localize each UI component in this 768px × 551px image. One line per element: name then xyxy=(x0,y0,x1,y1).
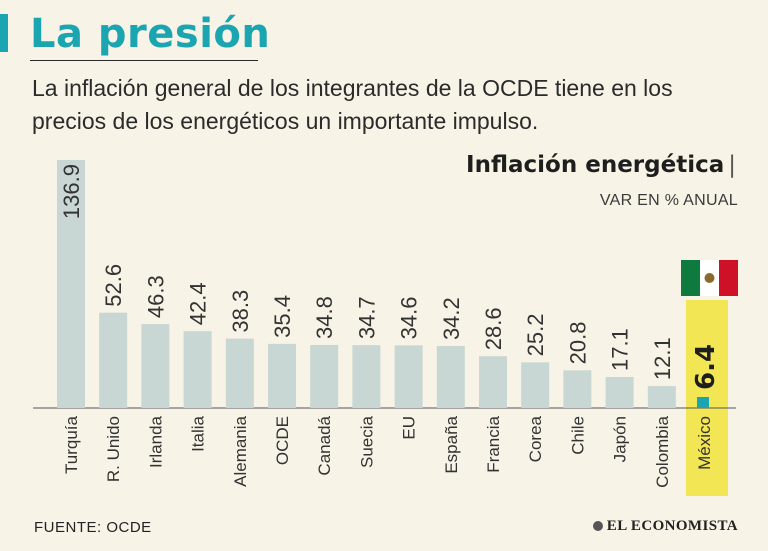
chart-title-separator: | xyxy=(728,152,736,178)
bar-alemania xyxy=(225,338,254,408)
bar-italia xyxy=(183,331,212,408)
value-label-colombia: 12.1 xyxy=(650,337,675,380)
category-label-suecia: Suecia xyxy=(357,415,376,468)
brand-logo: EL ECONOMISTA xyxy=(592,518,738,535)
value-label-turqu-a: 136.9 xyxy=(59,164,84,219)
category-label-eu: EU xyxy=(400,416,419,440)
title-accent-bar xyxy=(0,14,8,52)
category-label-m-xico: México xyxy=(695,416,714,470)
value-label-italia: 42.4 xyxy=(186,282,211,325)
category-label-canad-: Canadá xyxy=(315,415,334,475)
bar-jap-n xyxy=(605,377,634,408)
category-label-ocde: OCDE xyxy=(273,416,292,465)
value-label-canad-: 34.8 xyxy=(312,296,337,339)
bar-irlanda xyxy=(141,324,170,408)
bar-eu xyxy=(394,345,423,408)
value-label-r-unido: 52.6 xyxy=(101,264,126,307)
bar-turqu-a xyxy=(57,160,85,408)
value-label-eu: 34.6 xyxy=(397,296,422,339)
category-label-italia: Italia xyxy=(189,415,208,451)
bar-suecia xyxy=(352,345,381,408)
category-label-jap-n: Japón xyxy=(611,416,630,462)
bar-m-xico xyxy=(697,397,709,408)
source-note: FUENTE: OCDE xyxy=(34,519,152,536)
chart-subtitle: VAR EN % ANUAL xyxy=(599,192,738,209)
bar-ocde xyxy=(268,343,296,408)
title-underline xyxy=(30,60,258,61)
bar-espa-a xyxy=(436,346,465,408)
flag-emblem-icon xyxy=(704,273,715,283)
bar-francia xyxy=(479,356,507,408)
value-label-m-xico: 6.4 xyxy=(691,344,721,390)
value-label-suecia: 34.7 xyxy=(354,296,379,339)
value-label-corea: 25.2 xyxy=(523,314,548,357)
category-label-r-unido: R. Unido xyxy=(104,416,123,482)
chart-title-text: Inflación energética xyxy=(466,152,725,178)
flag-green-stripe xyxy=(681,260,700,296)
value-label-alemania: 38.3 xyxy=(228,290,253,333)
bar-chile xyxy=(563,370,592,408)
brand-name: EL ECONOMISTA xyxy=(606,518,738,534)
category-label-irlanda: Irlanda xyxy=(146,415,165,468)
category-label-colombia: Colombia xyxy=(653,415,672,487)
bar-corea xyxy=(521,362,550,408)
value-label-ocde: 35.4 xyxy=(270,295,295,338)
value-label-irlanda: 46.3 xyxy=(143,275,168,318)
category-label-chile: Chile xyxy=(568,416,587,455)
page-subtitle: La inflación general de los integrantes … xyxy=(32,75,673,134)
category-label-corea: Corea xyxy=(526,415,545,462)
brand-dot-icon xyxy=(592,521,603,531)
page-title: La presión xyxy=(30,11,271,57)
value-label-espa-a: 34.2 xyxy=(439,297,464,340)
bar-canad- xyxy=(310,344,339,408)
chart-title: Inflación energética | xyxy=(466,152,736,178)
flag-red-stripe xyxy=(719,260,738,296)
category-label-turqu-a: Turquía xyxy=(62,415,81,474)
bar-r-unido xyxy=(99,312,128,408)
category-label-francia: Francia xyxy=(484,415,503,472)
value-label-chile: 20.8 xyxy=(565,321,590,364)
value-label-francia: 28.6 xyxy=(481,307,506,350)
bar-colombia xyxy=(647,386,676,408)
category-label-espa-a: España xyxy=(442,415,461,473)
category-label-alemania: Alemania xyxy=(231,415,250,486)
value-label-jap-n: 17.1 xyxy=(608,328,633,371)
